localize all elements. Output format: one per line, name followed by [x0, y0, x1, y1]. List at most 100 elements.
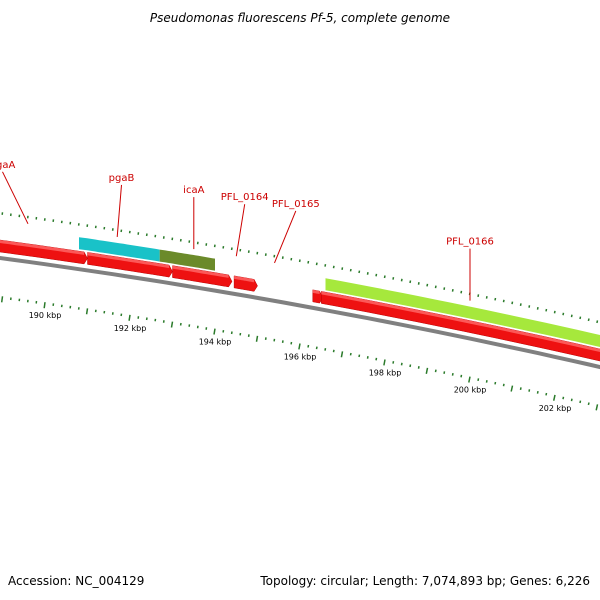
- outer-tick: [519, 303, 522, 307]
- scale-label-192: 192 kbp: [114, 324, 147, 333]
- gene-highlight-4: [234, 275, 255, 283]
- inner-tick: [477, 378, 480, 382]
- inner-tick: [417, 366, 420, 369]
- inner-tick: [434, 369, 437, 373]
- leader-line-pgaa: [2, 171, 29, 225]
- outer-tick: [528, 305, 531, 308]
- gene-highlight-6: [321, 291, 600, 353]
- inner-tick: [425, 367, 429, 374]
- inner-tick: [468, 376, 471, 383]
- scale-label-194: 194 kbp: [199, 338, 232, 347]
- feature-block-2: [159, 249, 215, 271]
- map-title: Pseudomonas fluorescens Pf-5, complete g…: [149, 11, 451, 25]
- scale-label-202: 202 kbp: [539, 404, 572, 413]
- leader-line-pfl_0164: [235, 204, 246, 257]
- outer-tick: [494, 297, 497, 301]
- outer-tick: [426, 283, 429, 287]
- inner-tick: [562, 396, 565, 400]
- outer-tick: [358, 270, 361, 274]
- outer-tick: [536, 306, 539, 310]
- inner-tick: [545, 392, 548, 396]
- outer-tick: [443, 287, 446, 290]
- inner-tick: [85, 308, 89, 315]
- gene-label-pfl_0165: PFL_0165: [272, 199, 320, 210]
- outer-tick: [400, 278, 403, 282]
- outer-tick: [332, 265, 335, 269]
- genome-summary-text: Topology: circular; Length: 7,074,893 bp…: [260, 574, 590, 588]
- feature-track: [79, 237, 600, 348]
- gene-label-icaa: icaA: [183, 185, 204, 196]
- outer-tick-ring: [1, 212, 599, 324]
- outer-tick: [434, 285, 437, 289]
- inner-tick: [307, 344, 310, 348]
- inner-tick: [383, 359, 386, 366]
- inner-tick: [349, 352, 352, 356]
- inner-tick: [255, 335, 259, 342]
- inner-tick: [570, 398, 573, 402]
- inner-tick: [0, 296, 4, 303]
- inner-tick: [400, 362, 403, 366]
- inner-tick: [324, 348, 327, 351]
- scale-label-190: 190 kbp: [29, 311, 62, 320]
- inner-tick: [358, 354, 361, 358]
- inner-tick: [340, 351, 344, 358]
- outer-tick: [451, 288, 454, 292]
- gene-label-pgaa: pgaA: [0, 160, 15, 171]
- outer-tick: [417, 282, 420, 285]
- outer-tick: [570, 314, 573, 318]
- outer-tick: [502, 299, 505, 303]
- inner-tick: [375, 357, 378, 361]
- gene-highlight-5: [312, 289, 320, 295]
- outer-tick: [485, 296, 488, 299]
- inner-tick: [392, 361, 395, 364]
- outer-tick: [545, 308, 548, 312]
- scale-label-200: 200 kbp: [454, 386, 487, 395]
- outer-tick: [579, 316, 582, 320]
- gene-label-pfl_0164: PFL_0164: [221, 192, 269, 203]
- gene-highlight-2: [87, 252, 170, 269]
- leader-line-pfl_0165: [274, 210, 297, 264]
- outer-tick: [460, 290, 463, 294]
- inner-tick: [536, 390, 539, 394]
- inner-tick: [494, 381, 497, 385]
- leader-line-pgab: [116, 184, 122, 237]
- inner-tick: [552, 394, 556, 401]
- outer-tick: [511, 301, 514, 305]
- outer-tick: [349, 268, 352, 272]
- feature-block-1: [79, 237, 160, 262]
- outer-tick: [307, 260, 310, 264]
- inner-tick: [502, 383, 505, 387]
- scale-label-196: 196 kbp: [284, 353, 317, 362]
- outer-tick: [324, 264, 327, 267]
- inner-tick: [409, 364, 412, 368]
- inner-tick: [443, 371, 446, 374]
- outer-tick: [477, 294, 480, 298]
- inner-tick: [315, 346, 318, 350]
- outer-tick: [596, 320, 599, 324]
- inner-tick: [595, 404, 599, 411]
- inner-tick: [298, 343, 301, 350]
- outer-tick: [392, 277, 395, 280]
- inner-tick: [528, 389, 531, 392]
- accession-text: Accession: NC_004129: [8, 574, 145, 588]
- feature-block-3: [325, 278, 600, 348]
- gene-highlight-3: [172, 265, 229, 278]
- inner-tick: [579, 400, 582, 404]
- outer-tick: [366, 272, 369, 275]
- gene-highlight-1: [0, 240, 85, 255]
- inner-tick: [460, 374, 463, 378]
- backbone-track: [0, 255, 600, 370]
- inner-tick: [128, 314, 131, 321]
- inner-tick: [587, 402, 590, 406]
- outer-tick: [587, 318, 590, 322]
- outer-tick: [315, 262, 318, 266]
- outer-tick: [383, 275, 386, 279]
- gene-label-pfl_0166: PFL_0166: [446, 237, 494, 248]
- gene-label-pgab: pgaB: [109, 173, 135, 184]
- inner-tick: [170, 321, 174, 328]
- cds-track: [0, 239, 600, 362]
- inner-tick: [510, 385, 514, 392]
